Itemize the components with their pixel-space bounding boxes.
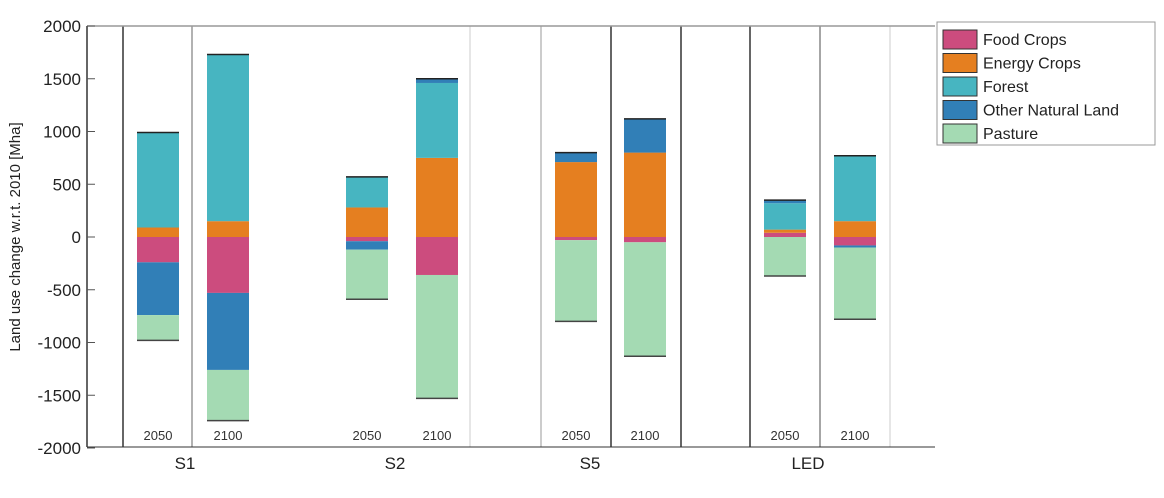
bar-segment-energy-crops bbox=[207, 221, 249, 237]
legend: Food Crops Energy Crops Forest Other Natura… bbox=[936, 21, 1156, 146]
bar-segment-food-crops bbox=[346, 237, 388, 242]
bar-segment-pasture bbox=[834, 247, 876, 320]
y-tick-label: -1500 bbox=[38, 386, 81, 405]
year-label: 2100 bbox=[631, 428, 660, 443]
group-label: LED bbox=[791, 454, 824, 473]
legend-swatch bbox=[942, 29, 978, 50]
bar-segment-energy-crops bbox=[624, 152, 666, 237]
bar-segment-forest bbox=[346, 176, 388, 208]
y-tick-label: -1000 bbox=[38, 334, 81, 353]
bar-segment-other-natural-land bbox=[764, 200, 806, 204]
y-tick-label: 0 bbox=[72, 228, 81, 247]
bar-segment-forest bbox=[416, 82, 458, 158]
bar-segment-other-natural-land bbox=[346, 241, 388, 250]
bar-segment-food-crops bbox=[764, 232, 806, 237]
bar-segment-energy-crops bbox=[764, 229, 806, 233]
bar-segment-pasture bbox=[346, 249, 388, 300]
legend-swatch bbox=[942, 53, 978, 73]
y-tick-label: 500 bbox=[53, 175, 81, 194]
bar-segment-pasture bbox=[624, 242, 666, 357]
bar-segment-food-crops bbox=[624, 237, 666, 243]
group-label: S2 bbox=[385, 454, 406, 473]
year-label: 2050 bbox=[562, 428, 591, 443]
bar-segment-food-crops bbox=[137, 237, 179, 263]
y-tick-label: 1000 bbox=[43, 123, 81, 142]
bar-segment-forest bbox=[207, 54, 249, 222]
bar-segment-food-crops bbox=[555, 237, 597, 241]
legend-swatch bbox=[942, 123, 978, 144]
bar-segment-pasture bbox=[555, 240, 597, 322]
y-tick-label: -500 bbox=[47, 281, 81, 300]
bar-segment-energy-crops bbox=[555, 162, 597, 237]
bar-segment-other-natural-land bbox=[137, 262, 179, 316]
year-label: 2100 bbox=[214, 428, 243, 443]
bar-segment-other-natural-land bbox=[416, 78, 458, 83]
bar-segment-energy-crops bbox=[137, 227, 179, 237]
legend-label: Food Crops bbox=[983, 32, 1067, 49]
bar-segment-other-natural-land bbox=[834, 245, 876, 248]
bar-segment-energy-crops bbox=[346, 207, 388, 237]
year-label: 2050 bbox=[144, 428, 173, 443]
year-label: 2050 bbox=[353, 428, 382, 443]
bar-segment-pasture bbox=[207, 369, 249, 421]
bar-segment-forest bbox=[834, 155, 876, 222]
bar-segment-food-crops bbox=[416, 237, 458, 275]
y-axis-label: Land use change w.r.t. 2010 [Mha] bbox=[7, 122, 24, 351]
year-label: 2050 bbox=[771, 428, 800, 443]
bar-segment-forest bbox=[137, 132, 179, 228]
bar-segment-pasture bbox=[416, 274, 458, 399]
bar-segment-food-crops bbox=[834, 237, 876, 246]
year-label: 2100 bbox=[841, 428, 870, 443]
bar-segment-other-natural-land bbox=[207, 292, 249, 370]
group-label: S1 bbox=[175, 454, 196, 473]
bar-segment-other-natural-land bbox=[624, 118, 666, 153]
y-tick-label: 1500 bbox=[43, 70, 81, 89]
legend-label: Forest bbox=[983, 79, 1029, 96]
group-label: S5 bbox=[580, 454, 601, 473]
legend-swatch bbox=[942, 76, 978, 97]
legend-swatch bbox=[942, 100, 978, 120]
y-tick-label: -2000 bbox=[38, 439, 81, 458]
bar-segment-energy-crops bbox=[834, 221, 876, 237]
bar-segment-pasture bbox=[764, 237, 806, 277]
bar-segment-other-natural-land bbox=[555, 152, 597, 163]
legend-label: Energy Crops bbox=[983, 56, 1081, 73]
bar-segment-food-crops bbox=[207, 237, 249, 293]
year-label: 2100 bbox=[423, 428, 452, 443]
bar-segment-forest bbox=[764, 203, 806, 230]
legend-label: Pasture bbox=[983, 126, 1038, 143]
legend-label: Other Natural Land bbox=[983, 103, 1119, 120]
y-tick-label: 2000 bbox=[43, 17, 81, 36]
bar-segment-pasture bbox=[137, 315, 179, 341]
bar-segment-energy-crops bbox=[416, 157, 458, 237]
